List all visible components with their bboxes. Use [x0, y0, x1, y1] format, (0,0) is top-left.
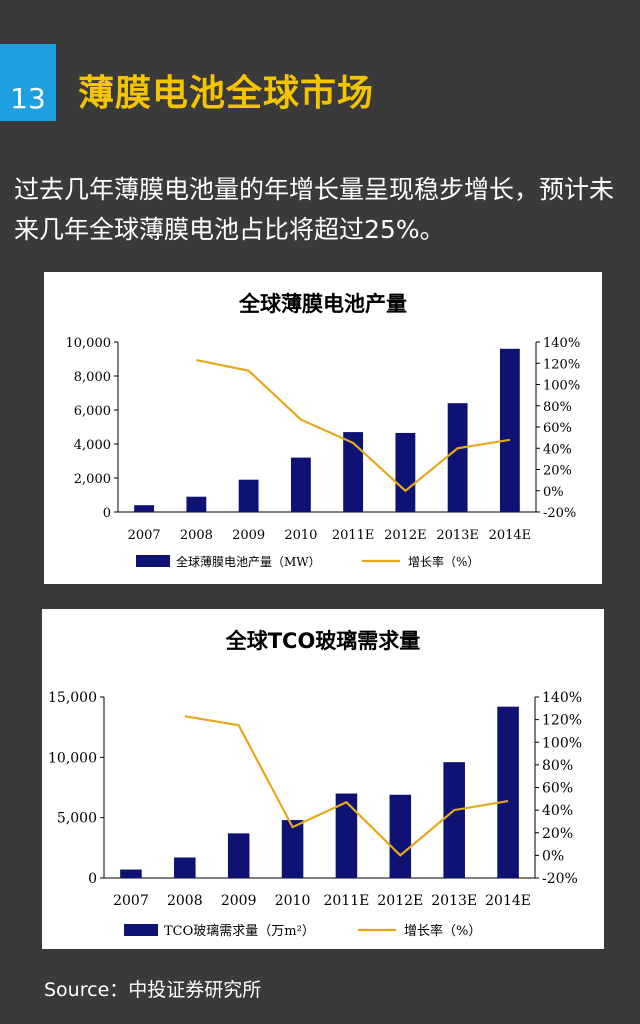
right-tick-label: 140% [543, 336, 580, 351]
x-tick-label: 2007 [128, 528, 161, 543]
bar-2012E [389, 794, 412, 878]
chart-title: 全球TCO玻璃需求量 [225, 629, 421, 653]
right-tick-label: 120% [543, 357, 580, 372]
chart-panel-tco-glass-demand: 全球TCO玻璃需求量 0 5,000 10,000 15,000 -20% 0% 20% 40… [42, 609, 604, 949]
right-tick-label: -20% [542, 871, 578, 887]
bar-2010 [281, 820, 304, 878]
bar-2012E [395, 432, 416, 512]
source-note: Source：中投证券研究所 [44, 979, 262, 1001]
legend-line-label: 增长率（%） [404, 923, 481, 939]
left-tick-label: 4,000 [74, 438, 111, 453]
right-tick-label: 0% [542, 848, 564, 864]
x-tick-label: 2007 [113, 893, 149, 909]
x-tick-label: 2008 [167, 893, 203, 909]
legend-line-label: 增长率（%） [408, 554, 479, 569]
bar-2013E [443, 762, 465, 878]
x-tick-label: 2012E [384, 528, 427, 543]
right-tick-label: 80% [542, 758, 573, 774]
x-tick-label: 2009 [221, 893, 257, 909]
growth-rate-line [184, 715, 509, 857]
legend-bar-label: TCO玻璃需求量（万m²） [164, 924, 315, 939]
x-tick-label: 2013E [436, 528, 479, 543]
bar-2008 [186, 496, 207, 512]
legend-bar-swatch [124, 924, 158, 936]
bar-2009 [227, 833, 250, 878]
page-title: 薄膜电池全球市场 [78, 73, 375, 114]
left-tick-label: 5,000 [57, 811, 97, 827]
right-tick-label: 140% [542, 690, 582, 706]
left-tick-label: 0 [88, 871, 97, 887]
growth-rate-line [196, 359, 511, 493]
bar-2007 [134, 505, 155, 512]
x-tick-label: 2009 [232, 528, 265, 543]
bar-2010 [290, 457, 311, 512]
chart-title: 全球薄膜电池产量 [239, 292, 407, 316]
left-tick-label: 10,000 [48, 750, 97, 766]
bar-2014E [497, 706, 519, 878]
intro-text: 过去几年薄膜电池量的年增长量呈现稳步增长，预计未来几年全球薄膜电池占比将超过25… [14, 175, 615, 244]
left-tick-label: 15,000 [48, 690, 97, 706]
right-tick-label: 60% [542, 781, 573, 797]
right-tick-label: 100% [543, 379, 580, 394]
right-tick-label: 20% [542, 826, 573, 842]
bar-2011E [335, 793, 358, 878]
left-tick-label: 6,000 [74, 404, 111, 419]
x-tick-label: 2011E [324, 893, 370, 909]
x-tick-label: 2010 [284, 528, 317, 543]
chart-thin-film-production: 0 2,000 4,000 6,000 8,000 10,000 -20% 0% 20% 40% 6… [66, 336, 581, 569]
x-tick-label: 2014E [485, 893, 531, 909]
left-tick-label: 8,000 [74, 370, 111, 385]
x-tick-label: 2011E [332, 528, 375, 543]
legend-bar-label: 全球薄膜电池产量（MW） [176, 554, 321, 569]
left-tick-label: 0 [103, 506, 111, 521]
right-tick-label: 0% [543, 485, 564, 500]
right-tick-label: 80% [543, 400, 572, 415]
right-tick-label: 40% [543, 442, 572, 457]
bar-2011E [343, 432, 364, 512]
bar-2009 [238, 479, 259, 512]
x-tick-label: 2008 [180, 528, 213, 543]
x-tick-label: 2010 [275, 893, 311, 909]
chart-tco-glass-demand: 0 5,000 10,000 15,000 -20% 0% 20% 40% 60% 80% 100%… [48, 690, 582, 939]
x-tick-label: 2013E [431, 893, 477, 909]
page-number-badge: 13 [0, 44, 56, 121]
bar-2008 [174, 857, 196, 878]
right-tick-label: 120% [542, 713, 582, 729]
x-tick-label: 2012E [377, 893, 423, 909]
left-tick-label: 2,000 [74, 472, 111, 487]
right-tick-label: 20% [543, 464, 572, 479]
left-tick-label: 10,000 [66, 336, 112, 351]
x-tick-label: 2014E [489, 528, 532, 543]
page-number: 13 [10, 82, 46, 115]
bar-2013E [447, 403, 468, 512]
chart-panel-thin-film-production: 全球薄膜电池产量 0 2,000 4,000 6,000 8,000 10,000 -20%… [44, 272, 602, 584]
right-tick-label: 60% [543, 421, 572, 436]
right-tick-label: 100% [542, 735, 582, 751]
bar-2007 [120, 869, 142, 878]
right-tick-label: -20% [543, 506, 576, 521]
right-tick-label: 40% [542, 803, 573, 819]
legend-bar-swatch [136, 555, 170, 567]
bar-2014E [499, 348, 520, 512]
